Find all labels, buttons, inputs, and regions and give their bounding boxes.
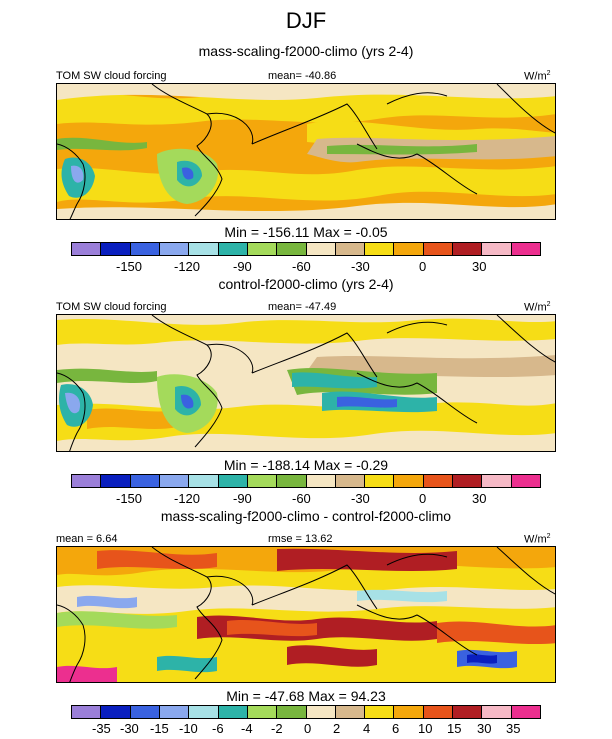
panel-3-tick: -15 [150,721,169,736]
panel-3-rmse-label: rmse = 13.62 [268,533,333,545]
panel-1-map [56,83,556,220]
panel-1-mean-label: mean= -40.86 [268,70,337,82]
panel-2-tick: -60 [292,491,311,506]
panel-1-tick: -120 [174,259,201,274]
panel-3-tick: -2 [271,721,283,736]
panel-2-variable-label: TOM SW cloud forcing [56,301,167,313]
panel-3-minmax: Min = -47.68 Max = 94.23 [226,688,386,704]
panel-2-mean-label: mean= -47.49 [268,301,337,313]
panel-3-tick: 15 [447,721,462,736]
panel-3-tick: 30 [477,721,492,736]
panel-3-tick: 0 [304,721,312,736]
panel-3-map-field [57,547,555,682]
panel-3-tick: 2 [333,721,341,736]
panel-1-minmax: Min = -156.11 Max = -0.05 [224,224,388,240]
panel-2-units: W/m2 [524,301,551,314]
panel-1-heading: mass-scaling-f2000-climo (yrs 2-4) [198,43,414,59]
panel-3-tick: 10 [418,721,433,736]
panel-3-heading: mass-scaling-f2000-climo - control-f2000… [160,508,452,524]
panel-3-tick: -30 [120,721,139,736]
panel-2-map [56,314,556,452]
panel-2-minmax: Min = -188.14 Max = -0.29 [223,457,389,473]
panel-3-tick: 6 [392,721,400,736]
panel-2-tick: -150 [116,491,143,506]
panel-3-tick: -35 [92,721,111,736]
panel-2-tick: 30 [472,491,487,506]
panel-3-tick: -4 [241,721,253,736]
panel-3-tick: -6 [212,721,224,736]
panel-2-tick: -90 [233,491,252,506]
panel-2-heading: control-f2000-climo (yrs 2-4) [218,276,394,292]
panel-1-tick: 0 [419,259,427,274]
panel-1-units: W/m2 [524,70,551,83]
panel-1-tick: -90 [233,259,252,274]
panel-2-tick: -120 [174,491,201,506]
panel-1-colorbar [71,242,541,256]
panel-3-tick: -10 [179,721,198,736]
panel-1-tick: 30 [472,259,487,274]
panel-2-tick: -30 [351,491,370,506]
panel-1-tick: -30 [351,259,370,274]
panel-1-tick: -60 [292,259,311,274]
panel-2-tick: 0 [419,491,427,506]
panel-3-mean-label: mean = 6.64 [56,533,118,545]
panel-2-colorbar [71,474,541,488]
panel-3-map [56,546,556,683]
page-title: DJF [285,8,327,33]
panel-2-map-field [57,315,555,451]
panel-1-map-field [57,84,555,219]
panel-1-variable-label: TOM SW cloud forcing [56,70,167,82]
panel-3-colorbar [71,705,541,719]
panel-3-units: W/m2 [524,533,551,546]
panel-3-tick: 4 [363,721,371,736]
panel-3-tick: 35 [506,721,521,736]
panel-1-tick: -150 [116,259,143,274]
